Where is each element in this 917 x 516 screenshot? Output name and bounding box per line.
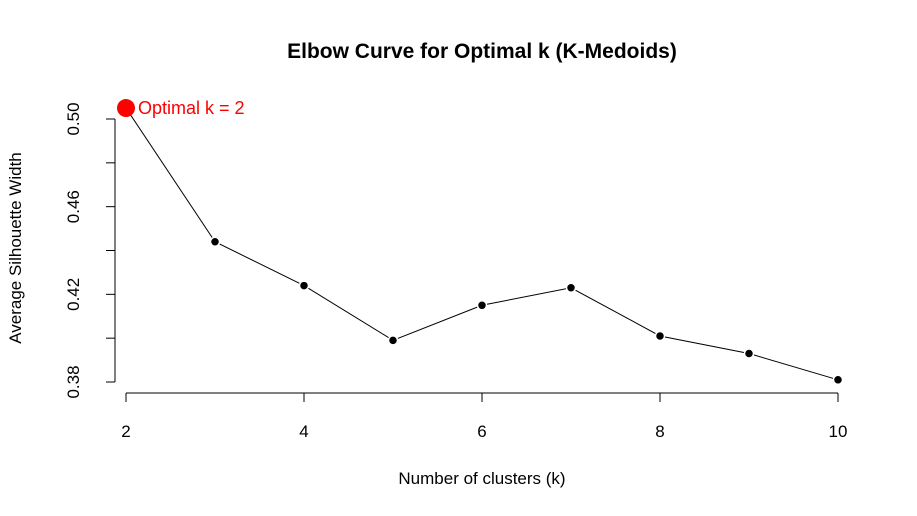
optimal-k-highlight: Optimal k = 2 xyxy=(117,98,245,118)
data-point xyxy=(298,280,310,291)
axes: 2 4 6 8 10 0.38 0.42 0.46 0.50 xyxy=(64,102,847,441)
x-tick-label: 8 xyxy=(655,422,664,441)
data-point xyxy=(387,335,399,346)
x-tick-label: 2 xyxy=(121,422,130,441)
data-point xyxy=(743,348,755,359)
data-point xyxy=(209,236,221,247)
data-point xyxy=(476,300,488,311)
data-point xyxy=(654,330,666,342)
optimal-k-label: Optimal k = 2 xyxy=(138,98,245,118)
y-tick-label: 0.42 xyxy=(64,278,83,311)
y-axis-label: Average Silhouette Width xyxy=(6,152,25,344)
chart-title: Elbow Curve for Optimal k (K-Medoids) xyxy=(287,40,677,63)
x-tick-label: 10 xyxy=(829,422,848,441)
x-tick-label: 6 xyxy=(477,422,486,441)
y-tick-label: 0.38 xyxy=(64,365,83,398)
optimal-k-point xyxy=(117,99,135,118)
x-axis-label: Number of clusters (k) xyxy=(398,469,565,488)
y-tick-label: 0.50 xyxy=(64,102,83,135)
series-line xyxy=(125,107,839,381)
y-tick-label: 0.46 xyxy=(64,190,83,223)
series-line-group xyxy=(125,107,839,381)
data-point xyxy=(565,282,577,294)
x-tick-label: 4 xyxy=(299,422,308,441)
data-points xyxy=(209,236,844,386)
data-point xyxy=(832,374,844,386)
